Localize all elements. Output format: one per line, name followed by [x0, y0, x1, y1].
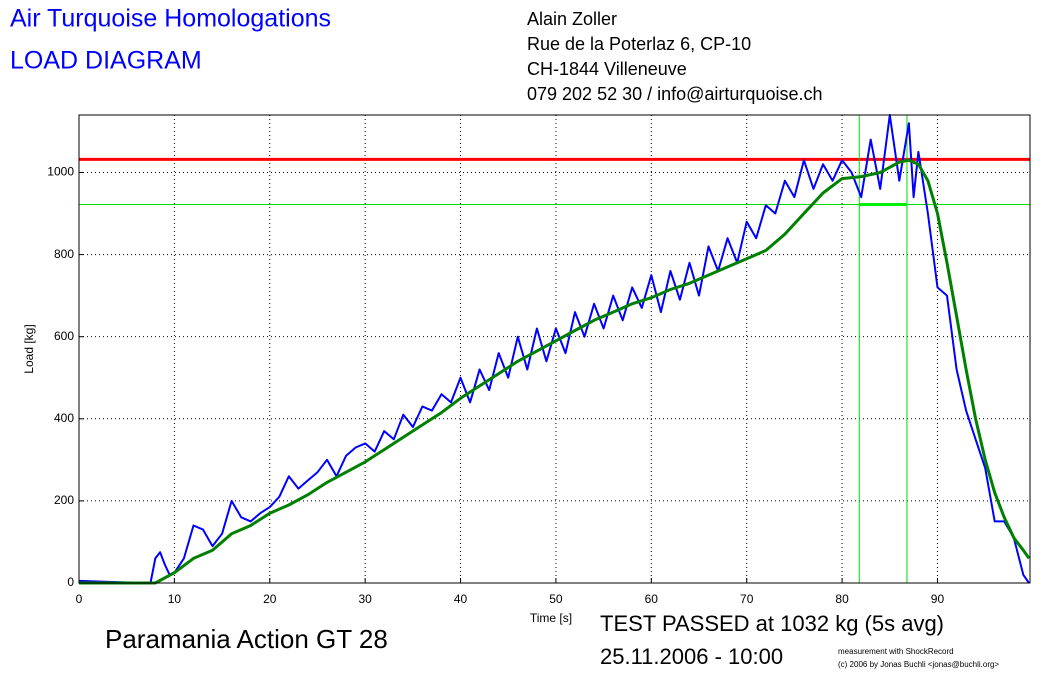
y-tick-label: 200: [54, 493, 74, 507]
x-tick-label: 70: [740, 592, 754, 606]
address-line: CH-1844 Villeneuve: [527, 59, 687, 79]
y-tick-label: 1000: [47, 165, 74, 179]
date: 25.11.2006 - 10:00: [600, 644, 783, 669]
y-tick-label: 400: [54, 411, 74, 425]
x-tick-label: 20: [263, 592, 277, 606]
y-tick-label: 600: [54, 329, 74, 343]
glider-name: Paramania Action GT 28: [105, 624, 388, 654]
subtitle: LOAD DIAGRAM: [10, 47, 202, 75]
address-line: Alain Zoller: [527, 9, 617, 29]
credit: measurement with ShockRecord: [838, 647, 954, 656]
y-tick-label: 800: [54, 247, 74, 261]
x-tick-label: 50: [549, 592, 563, 606]
x-tick-label: 10: [168, 592, 182, 606]
y-axis-label: Load [kg]: [22, 324, 36, 373]
x-tick-label: 40: [454, 592, 468, 606]
address-line: Rue de la Poterlaz 6, CP-10: [527, 34, 751, 54]
result: TEST PASSED at 1032 kg (5s avg): [600, 611, 944, 636]
series-line: [79, 158, 1031, 585]
x-tick-label: 80: [835, 592, 849, 606]
x-tick-label: 60: [645, 592, 659, 606]
y-tick-label: 0: [67, 575, 74, 589]
address-line: 079 202 52 30 / info@airturquoise.ch: [527, 84, 822, 104]
x-tick-label: 30: [358, 592, 372, 606]
credit: (c) 2006 by Jonas Buchli <jonas@buchli.o…: [838, 660, 999, 669]
x-tick-label: 0: [76, 592, 83, 606]
series-line: [78, 114, 1030, 584]
x-axis-label: Time [s]: [530, 611, 572, 625]
x-tick-label: 90: [931, 592, 945, 606]
title: Air Turquoise Homologations: [10, 5, 331, 33]
plot-frame: [78, 114, 1031, 584]
